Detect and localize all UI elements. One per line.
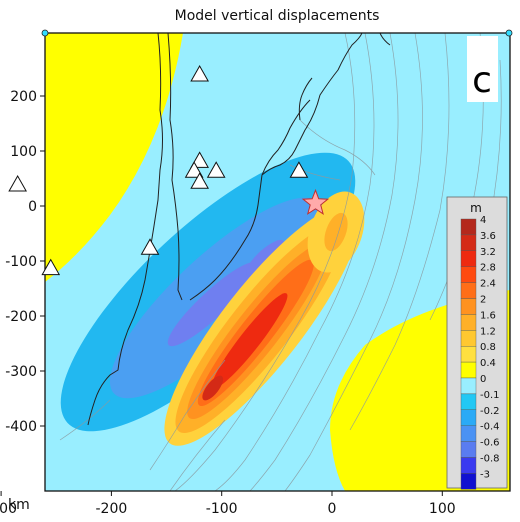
panel-label: c (472, 60, 492, 101)
epicenter-star (301, 188, 330, 215)
legend-label: 1.6 (480, 310, 496, 321)
legend-swatch (460, 425, 477, 442)
legend-swatch (460, 298, 477, 315)
x-tick-label: 0 (328, 501, 337, 517)
legend-swatch (460, 457, 477, 474)
subsidence-zone (60, 152, 356, 432)
legend-swatch (460, 330, 477, 347)
x-tick-label: 100 (429, 501, 456, 517)
figure-title: Model vertical displacements (175, 8, 380, 24)
y-axis: 200 100 0 -100 -200 -300 -400 (5, 89, 45, 435)
legend-label: 3.6 (480, 231, 496, 242)
map-area (45, 33, 510, 491)
y-tick-label: 100 (10, 144, 37, 160)
station-triangle (190, 172, 209, 189)
legend-swatch (460, 409, 477, 426)
station-triangle (190, 64, 209, 82)
y-tick-label: 0 (28, 199, 37, 215)
map-frame (44, 32, 511, 492)
y-tick-label: 200 (10, 89, 37, 105)
legend-label: 2.8 (480, 263, 496, 274)
y-tick-label: -200 (5, 309, 37, 325)
corner-marker-left (41, 29, 49, 37)
station-triangle (206, 161, 226, 178)
legend-swatch (460, 234, 477, 251)
station-triangle (140, 238, 160, 255)
legend-swatch (460, 473, 477, 490)
legend-label: 2.4 (480, 279, 496, 290)
legend-swatch (460, 441, 477, 458)
uplift-core-2 (202, 375, 224, 401)
legend-label: -0.4 (480, 422, 500, 433)
x-tick-label: -100 (206, 501, 238, 517)
legend-label: -0.6 (480, 438, 500, 449)
legend-label: -3 (480, 469, 490, 480)
station-triangle (41, 258, 61, 276)
legend-entries: 4 3.6 3.2 2.8 2.4 2 1.6 1.2 0.8 0.4 0 -0.1 -0.2 -0.4 -… (460, 215, 500, 490)
legend-label: 0.4 (480, 358, 496, 369)
legend-swatch (460, 218, 477, 236)
station-triangle (289, 161, 309, 178)
legend-label: 2 (480, 295, 486, 306)
y-tick-label: -300 (5, 364, 37, 380)
legend-swatch (460, 377, 477, 395)
legend-label: 4 (480, 215, 486, 226)
legend-label: 0.8 (480, 342, 496, 353)
y-tick-label: -400 (5, 419, 37, 435)
legend-swatch (460, 250, 477, 267)
corner-marker-right (505, 29, 513, 37)
legend-swatch (460, 361, 477, 379)
station-triangle (184, 161, 204, 178)
uplift-zone (164, 204, 360, 446)
x-tick-label: -300 (0, 501, 17, 517)
legend-swatch (460, 266, 477, 283)
x-axis-unit-label: km (8, 497, 30, 513)
legend-label: 1.2 (480, 326, 496, 337)
uplift-core (211, 293, 288, 389)
legend-swatch (460, 314, 477, 331)
color-legend: m 4 3.6 3.2 2.8 2.4 2 1.6 1.2 0.8 0.4 0 -0.1 -0.2 -0.… (446, 196, 508, 490)
legend-label: 0 (480, 374, 486, 385)
stations-layer (8, 64, 309, 276)
subsidence-inner (167, 262, 258, 347)
legend-label: -0.8 (480, 454, 500, 465)
legend-label: -0.2 (480, 406, 500, 417)
x-tick-label: -200 (96, 501, 128, 517)
legend-unit: m (470, 201, 482, 215)
subsidence-inner-2 (246, 239, 285, 276)
legend-swatch (460, 393, 477, 410)
legend-label: -0.1 (480, 390, 500, 401)
coastline (87, 33, 391, 426)
epicenter-layer (301, 188, 330, 215)
legend-swatch (460, 282, 477, 299)
panel-label-box (467, 36, 498, 102)
legend-label: 3.2 (480, 247, 496, 258)
legend-swatch (460, 346, 477, 363)
x-axis: -400-300-200-1000100200 (0, 491, 456, 517)
station-triangle (8, 174, 28, 192)
y-tick-label: -100 (5, 254, 37, 270)
legend-box (446, 196, 508, 489)
positive-region-nw (45, 33, 183, 282)
